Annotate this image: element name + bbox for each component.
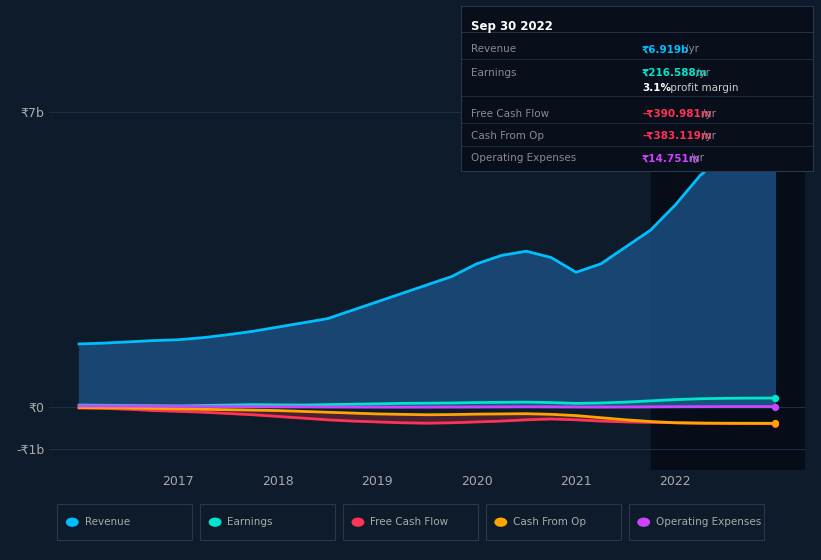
Text: -₹390.981m: -₹390.981m <box>642 109 712 119</box>
Point <box>768 419 782 428</box>
Text: Free Cash Flow: Free Cash Flow <box>471 109 549 119</box>
Point <box>768 402 782 411</box>
Text: ₹14.751m: ₹14.751m <box>642 153 700 164</box>
Text: /yr: /yr <box>702 109 716 119</box>
Text: ₹216.588m: ₹216.588m <box>642 68 708 78</box>
Text: Cash From Op: Cash From Op <box>471 131 544 141</box>
Text: ₹6.919b: ₹6.919b <box>642 44 690 54</box>
Text: 3.1%: 3.1% <box>642 83 671 94</box>
Text: -₹383.119m: -₹383.119m <box>642 131 712 141</box>
Text: Free Cash Flow: Free Cash Flow <box>370 517 448 527</box>
Text: Sep 30 2022: Sep 30 2022 <box>471 20 553 32</box>
Text: Revenue: Revenue <box>471 44 516 54</box>
Point <box>768 111 782 120</box>
Text: Cash From Op: Cash From Op <box>513 517 586 527</box>
Point <box>768 419 782 428</box>
Point <box>768 394 782 403</box>
Text: Earnings: Earnings <box>227 517 273 527</box>
Text: /yr: /yr <box>702 131 716 141</box>
Text: /yr: /yr <box>696 68 710 78</box>
Text: Earnings: Earnings <box>471 68 516 78</box>
Bar <box>650 78 805 470</box>
Text: Operating Expenses: Operating Expenses <box>471 153 576 164</box>
Text: /yr: /yr <box>690 153 704 164</box>
Text: profit margin: profit margin <box>667 83 739 94</box>
Text: /yr: /yr <box>685 44 699 54</box>
Text: Operating Expenses: Operating Expenses <box>656 517 761 527</box>
Text: Revenue: Revenue <box>85 517 130 527</box>
